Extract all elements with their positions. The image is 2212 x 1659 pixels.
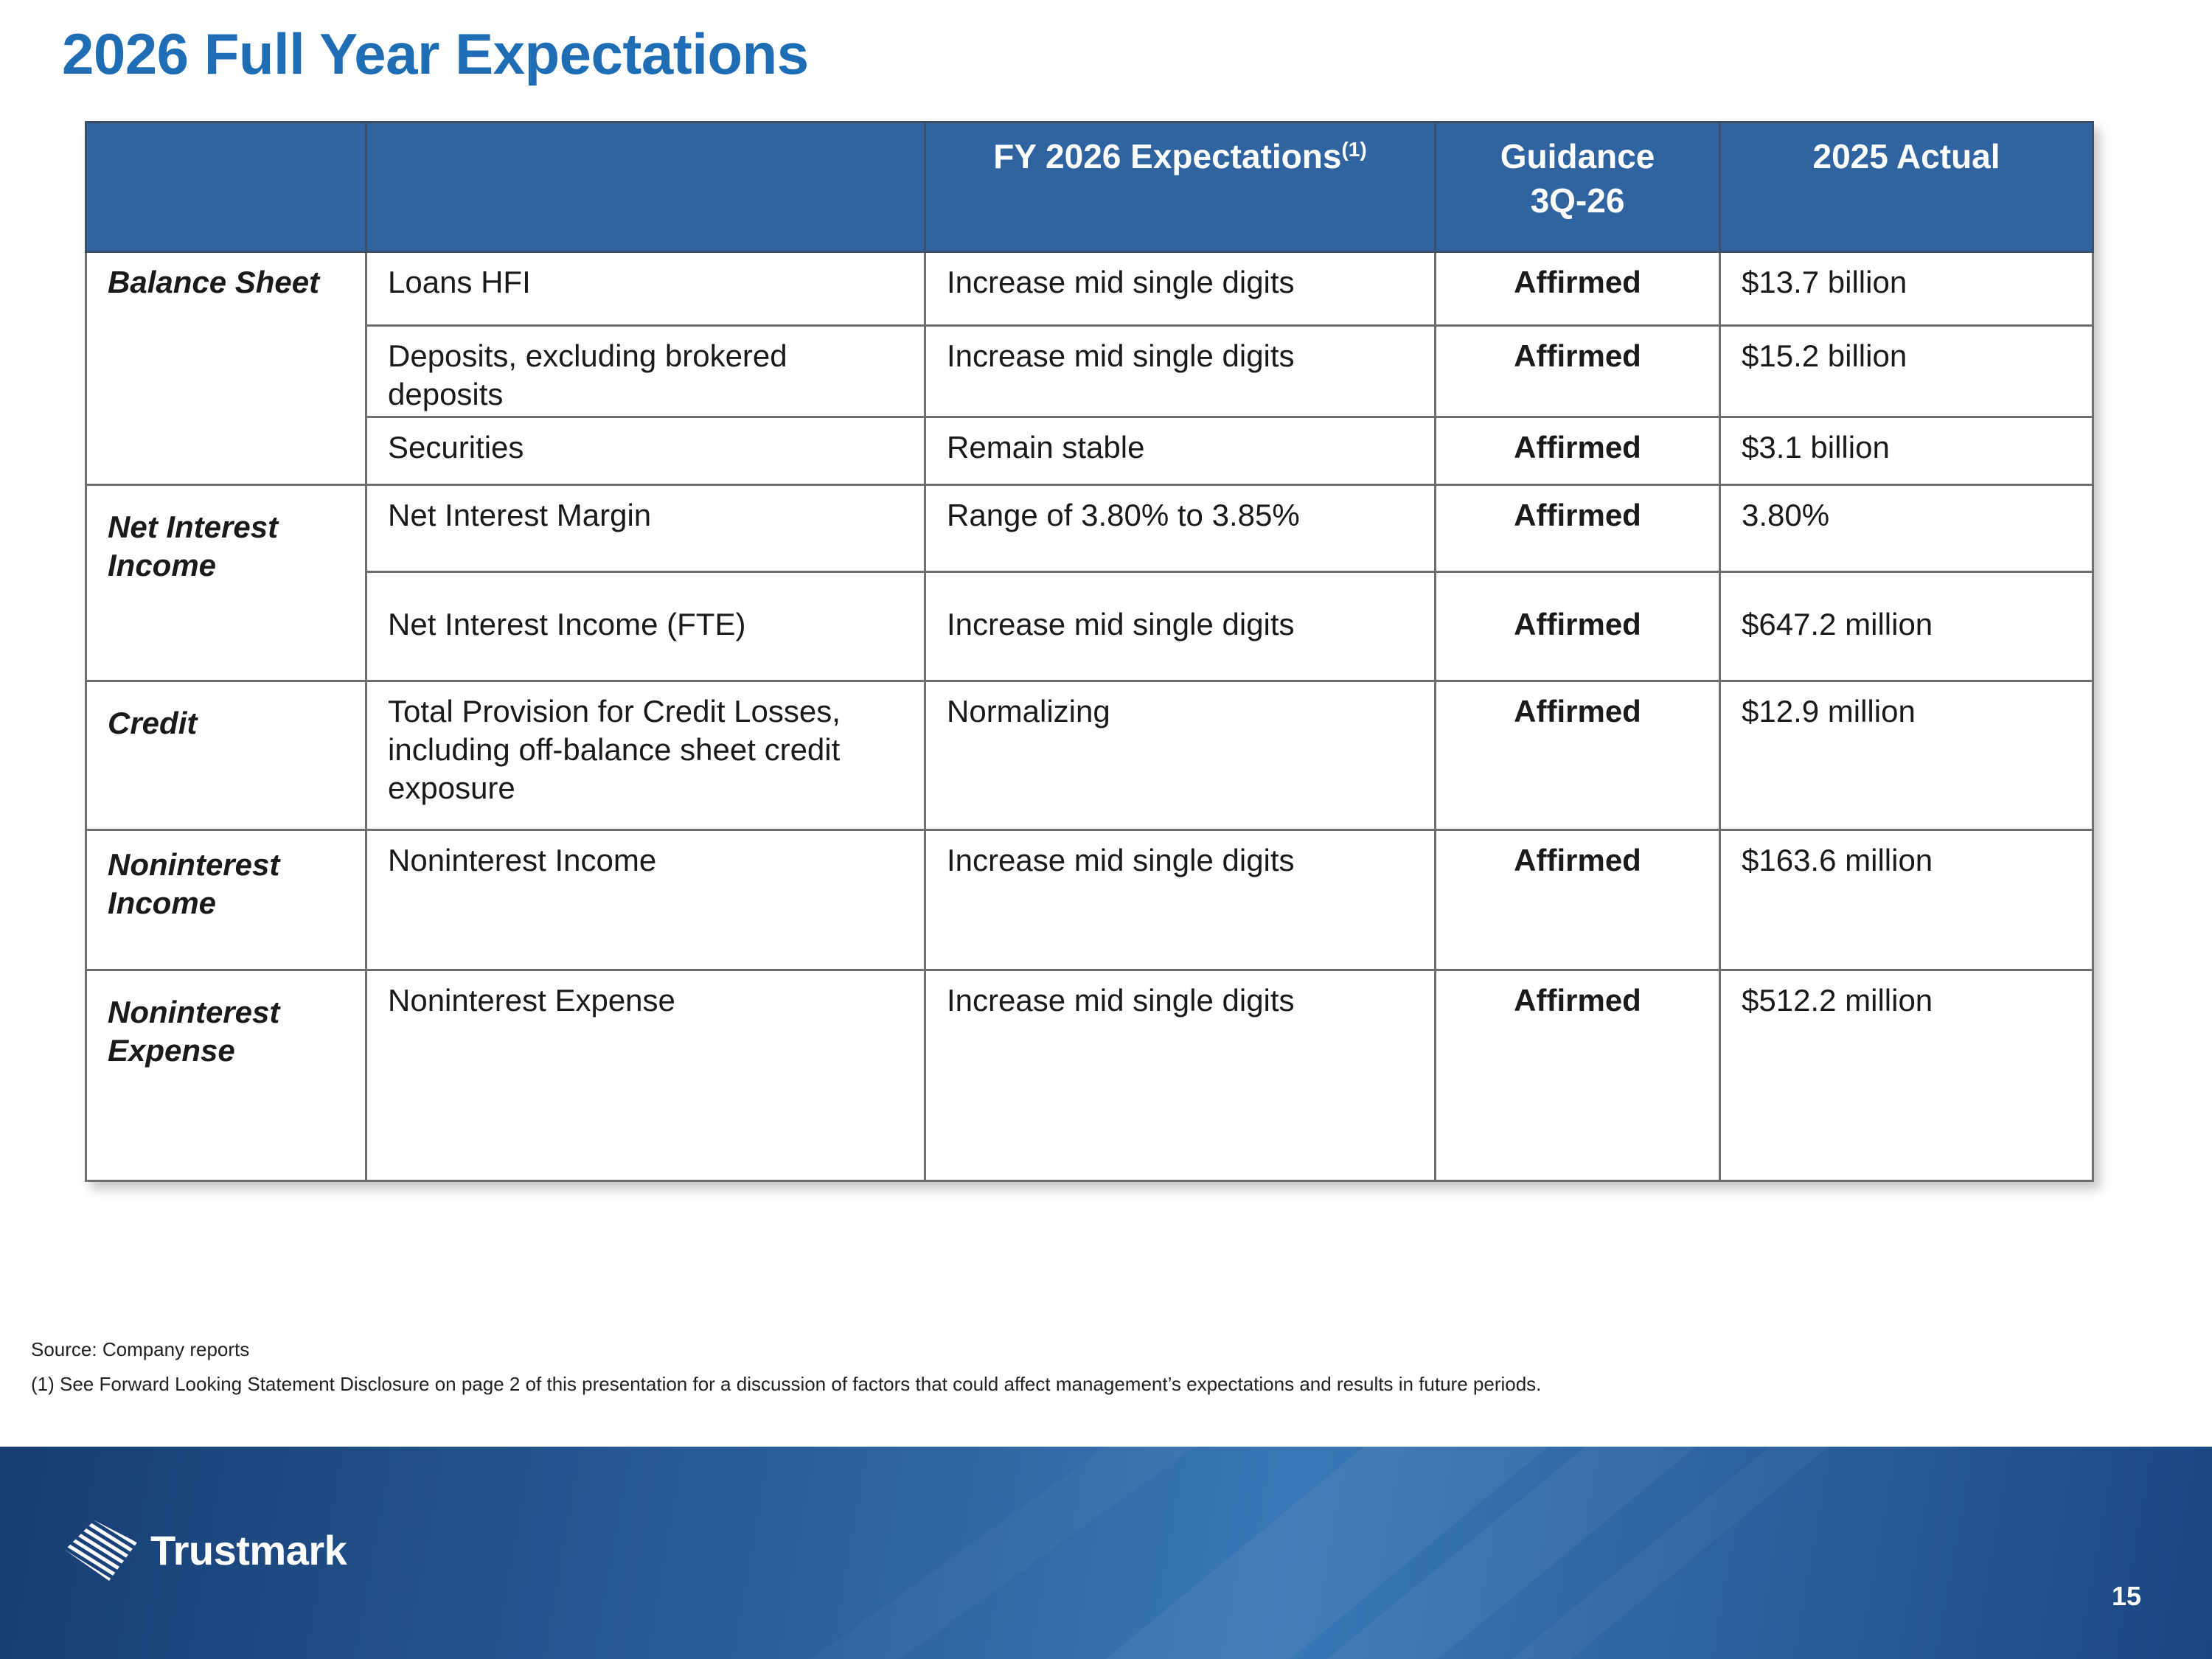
row-expectation: Increase mid single digits	[924, 324, 1436, 418]
row-expectation: Remain stable	[924, 416, 1436, 486]
row-actual: $3.1 billion	[1719, 416, 2094, 486]
row-guidance: Affirmed	[1434, 571, 1721, 682]
footer-streak-decoration	[1106, 1447, 1829, 1659]
row-item: Noninterest Expense	[365, 969, 926, 1182]
expectations-table: FY 2026 Expectations(1) Guidance 3Q-26 20…	[85, 121, 2094, 1182]
category-noninterest-income: Noninterest Income	[85, 829, 367, 971]
header-guidance: Guidance 3Q-26	[1434, 121, 1721, 253]
footer-banner: Trustmark 15	[0, 1447, 2212, 1659]
row-expectation: Normalizing	[924, 680, 1436, 831]
table-row: Noninterest Income Noninterest Income In…	[85, 829, 2094, 971]
row-guidance: Affirmed	[1434, 251, 1721, 327]
row-expectation: Increase mid single digits	[924, 251, 1436, 327]
table-row: Balance Sheet Loans HFI Increase mid sin…	[85, 251, 2094, 486]
forward-looking-note: (1) See Forward Looking Statement Disclo…	[31, 1373, 1542, 1395]
header-expectations: FY 2026 Expectations(1)	[924, 121, 1436, 253]
table-row: Deposits, excluding brokered deposits In…	[86, 324, 2094, 418]
row-guidance: Affirmed	[1434, 484, 1721, 573]
row-expectation: Increase mid single digits	[924, 969, 1436, 1182]
category-noninterest-expense: Noninterest Expense	[85, 969, 367, 1182]
row-expectation: Range of 3.80% to 3.85%	[924, 484, 1436, 573]
row-guidance: Affirmed	[1434, 324, 1721, 418]
row-item: Noninterest Income	[365, 829, 926, 971]
row-actual: $647.2 million	[1719, 571, 2094, 682]
header-actual: 2025 Actual	[1719, 121, 2094, 253]
category-net-interest-income: Net Interest Income	[85, 484, 367, 682]
trustmark-striped-ribbon-logo-icon	[65, 1520, 137, 1581]
page-number: 15	[2111, 1581, 2141, 1611]
row-actual: $12.9 million	[1719, 680, 2094, 831]
category-credit: Credit	[85, 680, 367, 831]
source-note: Source: Company reports	[31, 1338, 250, 1360]
footnotes: Source: Company reports (1) See Forward …	[31, 1338, 1541, 1408]
row-actual: $512.2 million	[1719, 969, 2094, 1182]
row-expectation: Increase mid single digits	[924, 829, 1436, 971]
row-item: Securities	[365, 416, 926, 486]
table-row: Net Interest Income (FTE) Increase mid s…	[86, 571, 2094, 682]
row-actual: $13.7 billion	[1719, 251, 2094, 327]
row-guidance: Affirmed	[1434, 416, 1721, 486]
category-balance-sheet: Balance Sheet	[85, 251, 367, 486]
table-row: Securities Remain stable Affirmed $3.1 b…	[86, 416, 2094, 486]
trustmark-logo: Trustmark	[60, 1514, 347, 1585]
row-item: Deposits, excluding brokered deposits	[365, 324, 926, 418]
table-row: Noninterest Expense Noninterest Expense …	[85, 969, 2094, 1182]
table-row: Net Interest Income Net Interest Margin …	[85, 484, 2094, 682]
row-guidance: Affirmed	[1434, 969, 1721, 1182]
row-actual: $15.2 billion	[1719, 324, 2094, 418]
row-item: Loans HFI	[365, 251, 926, 327]
row-guidance: Affirmed	[1434, 680, 1721, 831]
page-title: 2026 Full Year Expectations	[62, 21, 809, 86]
row-item: Total Provision for Credit Losses, inclu…	[365, 680, 926, 831]
row-actual: 3.80%	[1719, 484, 2094, 573]
row-item: Net Interest Income (FTE)	[365, 571, 926, 682]
table-header-row: FY 2026 Expectations(1) Guidance 3Q-26 20…	[85, 121, 2094, 253]
brand-name: Trustmark	[150, 1526, 347, 1573]
footnote-marker: (1)	[1341, 138, 1367, 161]
row-item: Net Interest Margin	[365, 484, 926, 573]
row-expectation: Increase mid single digits	[924, 571, 1436, 682]
table-row: Credit Total Provision for Credit Losses…	[85, 680, 2094, 831]
header-category	[85, 121, 367, 253]
row-guidance: Affirmed	[1434, 829, 1721, 971]
header-item	[365, 121, 926, 253]
row-actual: $163.6 million	[1719, 829, 2094, 971]
